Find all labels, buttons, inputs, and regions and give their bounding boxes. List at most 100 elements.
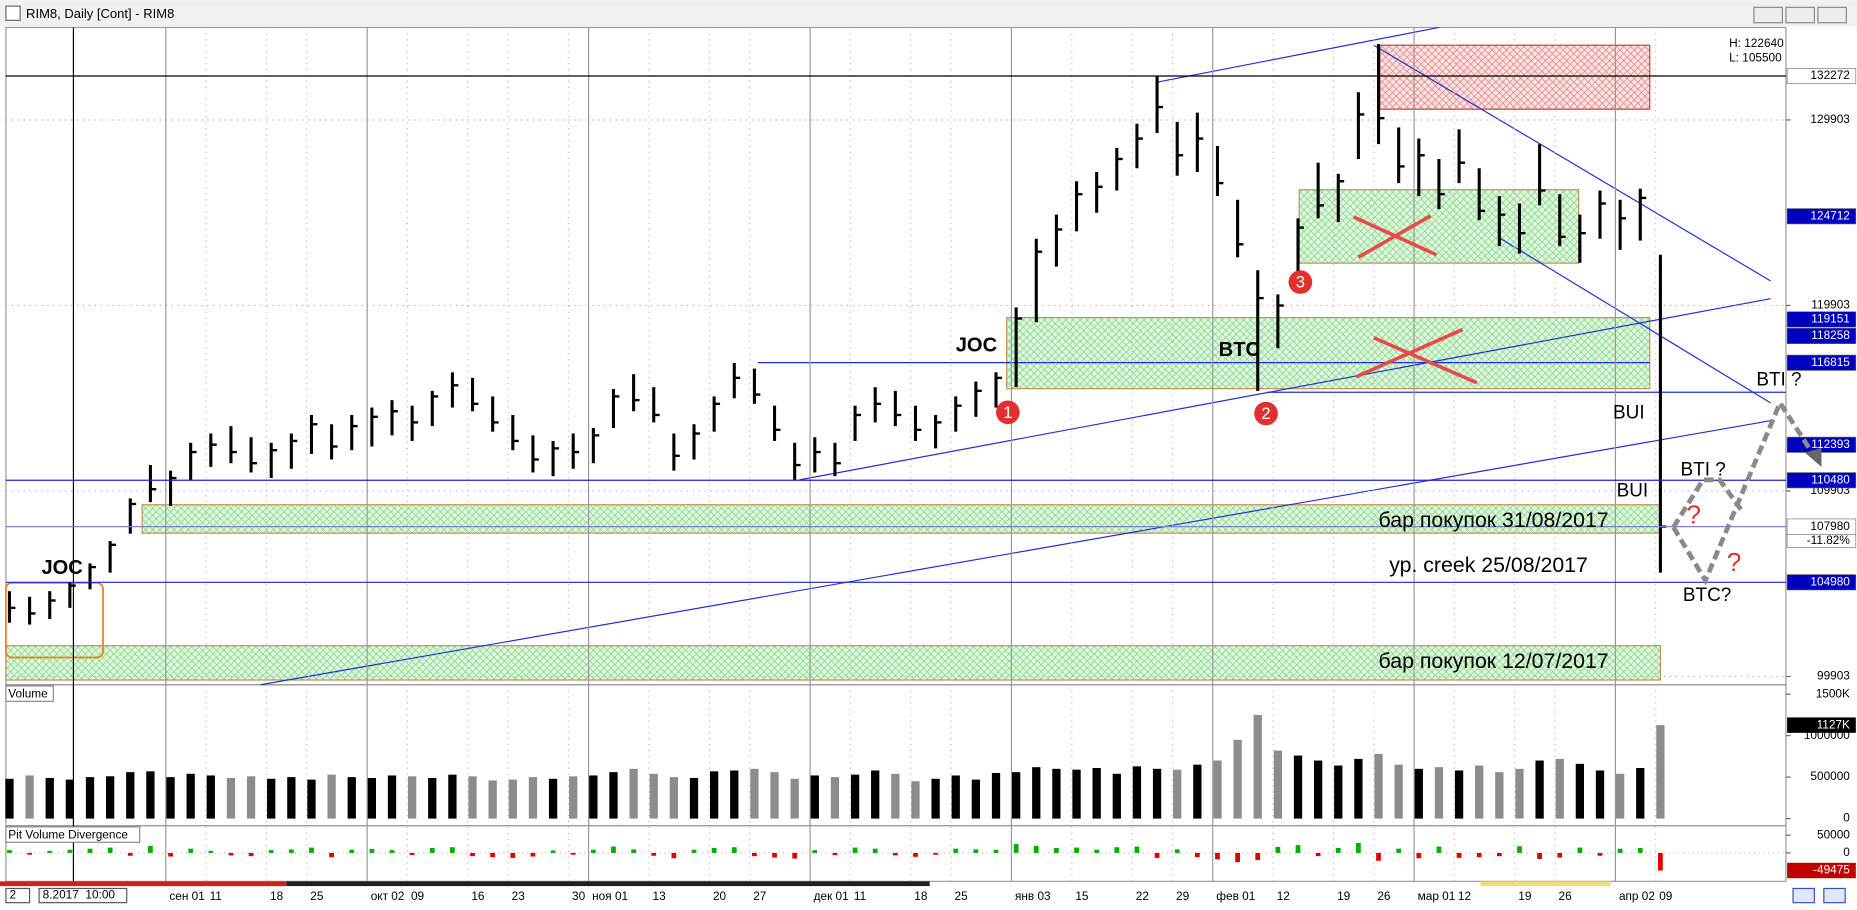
- divergence-bar: [188, 848, 194, 853]
- x-tick-label: 12: [1458, 889, 1471, 903]
- close-button[interactable]: [1817, 6, 1847, 24]
- divergence-bar: [852, 847, 858, 853]
- x-tick-label: дек 01: [814, 889, 849, 903]
- volume-bar: [609, 772, 618, 819]
- value-tag-label: -49475: [1813, 863, 1850, 877]
- divergence-bar: [268, 850, 274, 853]
- annotation: BTI ?: [1756, 369, 1801, 390]
- volume-bar: [65, 779, 75, 819]
- value-tag: [1787, 717, 1856, 733]
- maximize-button[interactable]: [1785, 6, 1815, 24]
- x-tick-label: 09: [1659, 889, 1673, 903]
- annotation: JOC: [956, 334, 997, 356]
- volume-bar: [1535, 760, 1544, 819]
- volume-bar: [1595, 770, 1605, 819]
- panel-label-box: [5, 826, 141, 843]
- volume-bar: [1132, 766, 1142, 819]
- zone: [1006, 317, 1651, 390]
- minimize-button[interactable]: [1753, 6, 1783, 24]
- divergence-bar: [1013, 844, 1019, 853]
- divergence-bar: [1315, 852, 1321, 857]
- divergence-bar: [953, 848, 959, 853]
- volume-bar: [1152, 768, 1162, 819]
- session-strip: [286, 881, 930, 887]
- divergence-bar: [933, 852, 938, 855]
- annotation: JOC: [41, 557, 82, 579]
- buy-zone: [141, 504, 1661, 534]
- volume-bar: [126, 772, 135, 819]
- price-tag-label: 116815: [1811, 355, 1850, 369]
- price-tag-label: 119151: [1811, 312, 1850, 326]
- volume-bar: [689, 777, 699, 819]
- divergence-bar: [1154, 852, 1160, 858]
- divergence-bar: [1637, 847, 1643, 853]
- divergence-bar: [611, 846, 616, 853]
- divergence-bar: [1094, 849, 1100, 853]
- x-tick-label: 18: [914, 889, 928, 903]
- volume-bar: [1454, 770, 1464, 819]
- x-tick-label: янв 03: [1015, 889, 1051, 903]
- divergence-bar: [530, 852, 536, 857]
- status-box: [38, 887, 128, 904]
- divergence-bar: [1517, 846, 1522, 853]
- toolbar-icon[interactable]: [1823, 887, 1846, 904]
- volume-bar: [1072, 769, 1081, 819]
- volume-bar: [85, 777, 95, 819]
- question-mark: ?: [1686, 499, 1701, 529]
- divergence-bar: [309, 847, 314, 853]
- x-tick-label: 26: [1559, 889, 1573, 903]
- volume-bar: [1615, 773, 1625, 819]
- volume-bar: [327, 774, 336, 819]
- y-tick-label: 99903: [1817, 669, 1850, 683]
- volume-bar: [5, 778, 14, 819]
- volume-bar: [629, 768, 638, 819]
- x-tick-label: 25: [955, 889, 969, 903]
- marker-number: 3: [1296, 273, 1305, 292]
- price-tag-label: 132272: [1810, 68, 1849, 82]
- volume-bar: [367, 777, 377, 819]
- divergence-bar: [1537, 852, 1542, 859]
- divergence-bar: [1396, 848, 1402, 853]
- divergence-bar: [711, 847, 717, 853]
- volume-bar: [1575, 763, 1585, 819]
- annotation: бар покупок 12/07/2017: [1379, 649, 1609, 673]
- volume-bar: [911, 781, 920, 819]
- divergence-bar: [752, 852, 757, 857]
- volume-bar: [25, 775, 34, 819]
- divergence-bar: [1134, 846, 1140, 853]
- divergence-bar: [1496, 852, 1502, 857]
- volume-bar: [931, 778, 940, 819]
- app-icon: [5, 5, 21, 21]
- price-tag: [1786, 472, 1857, 489]
- divergence-bar: [1577, 847, 1583, 853]
- session-strip: [0, 881, 287, 887]
- divergence-bar: [1456, 852, 1462, 858]
- volume-bar: [1011, 772, 1021, 819]
- volume-bar: [468, 776, 477, 819]
- volume-bar: [1414, 768, 1423, 819]
- price-tag: [1786, 311, 1857, 328]
- y-tick-label: 119903: [1811, 298, 1850, 312]
- status-box: [5, 887, 31, 904]
- x-tick-label: 29: [1176, 889, 1190, 903]
- price-tag: [1786, 68, 1857, 85]
- toolbar-icon[interactable]: [1792, 887, 1815, 904]
- annotation: BTI ?: [1681, 459, 1726, 480]
- x-tick-label: 11: [854, 889, 866, 903]
- x-tick-label: 19: [1518, 889, 1532, 903]
- volume-bar: [246, 776, 256, 819]
- volume-bar: [810, 775, 819, 819]
- divergence-bar: [1376, 852, 1381, 861]
- x-tick-label: окт 02: [371, 889, 405, 903]
- volume-bar: [649, 773, 658, 819]
- divergence-bar: [1335, 847, 1341, 853]
- divergence-bar: [792, 852, 798, 859]
- price-tag: [1786, 208, 1857, 225]
- volume-bar: [1475, 765, 1484, 819]
- x-tick-label: 30: [572, 889, 586, 903]
- annotation: ур. creek 25/08/2017: [1389, 553, 1588, 577]
- divergence-bar: [1033, 845, 1039, 853]
- divergence-bar: [913, 852, 918, 857]
- volume-bar: [488, 780, 497, 819]
